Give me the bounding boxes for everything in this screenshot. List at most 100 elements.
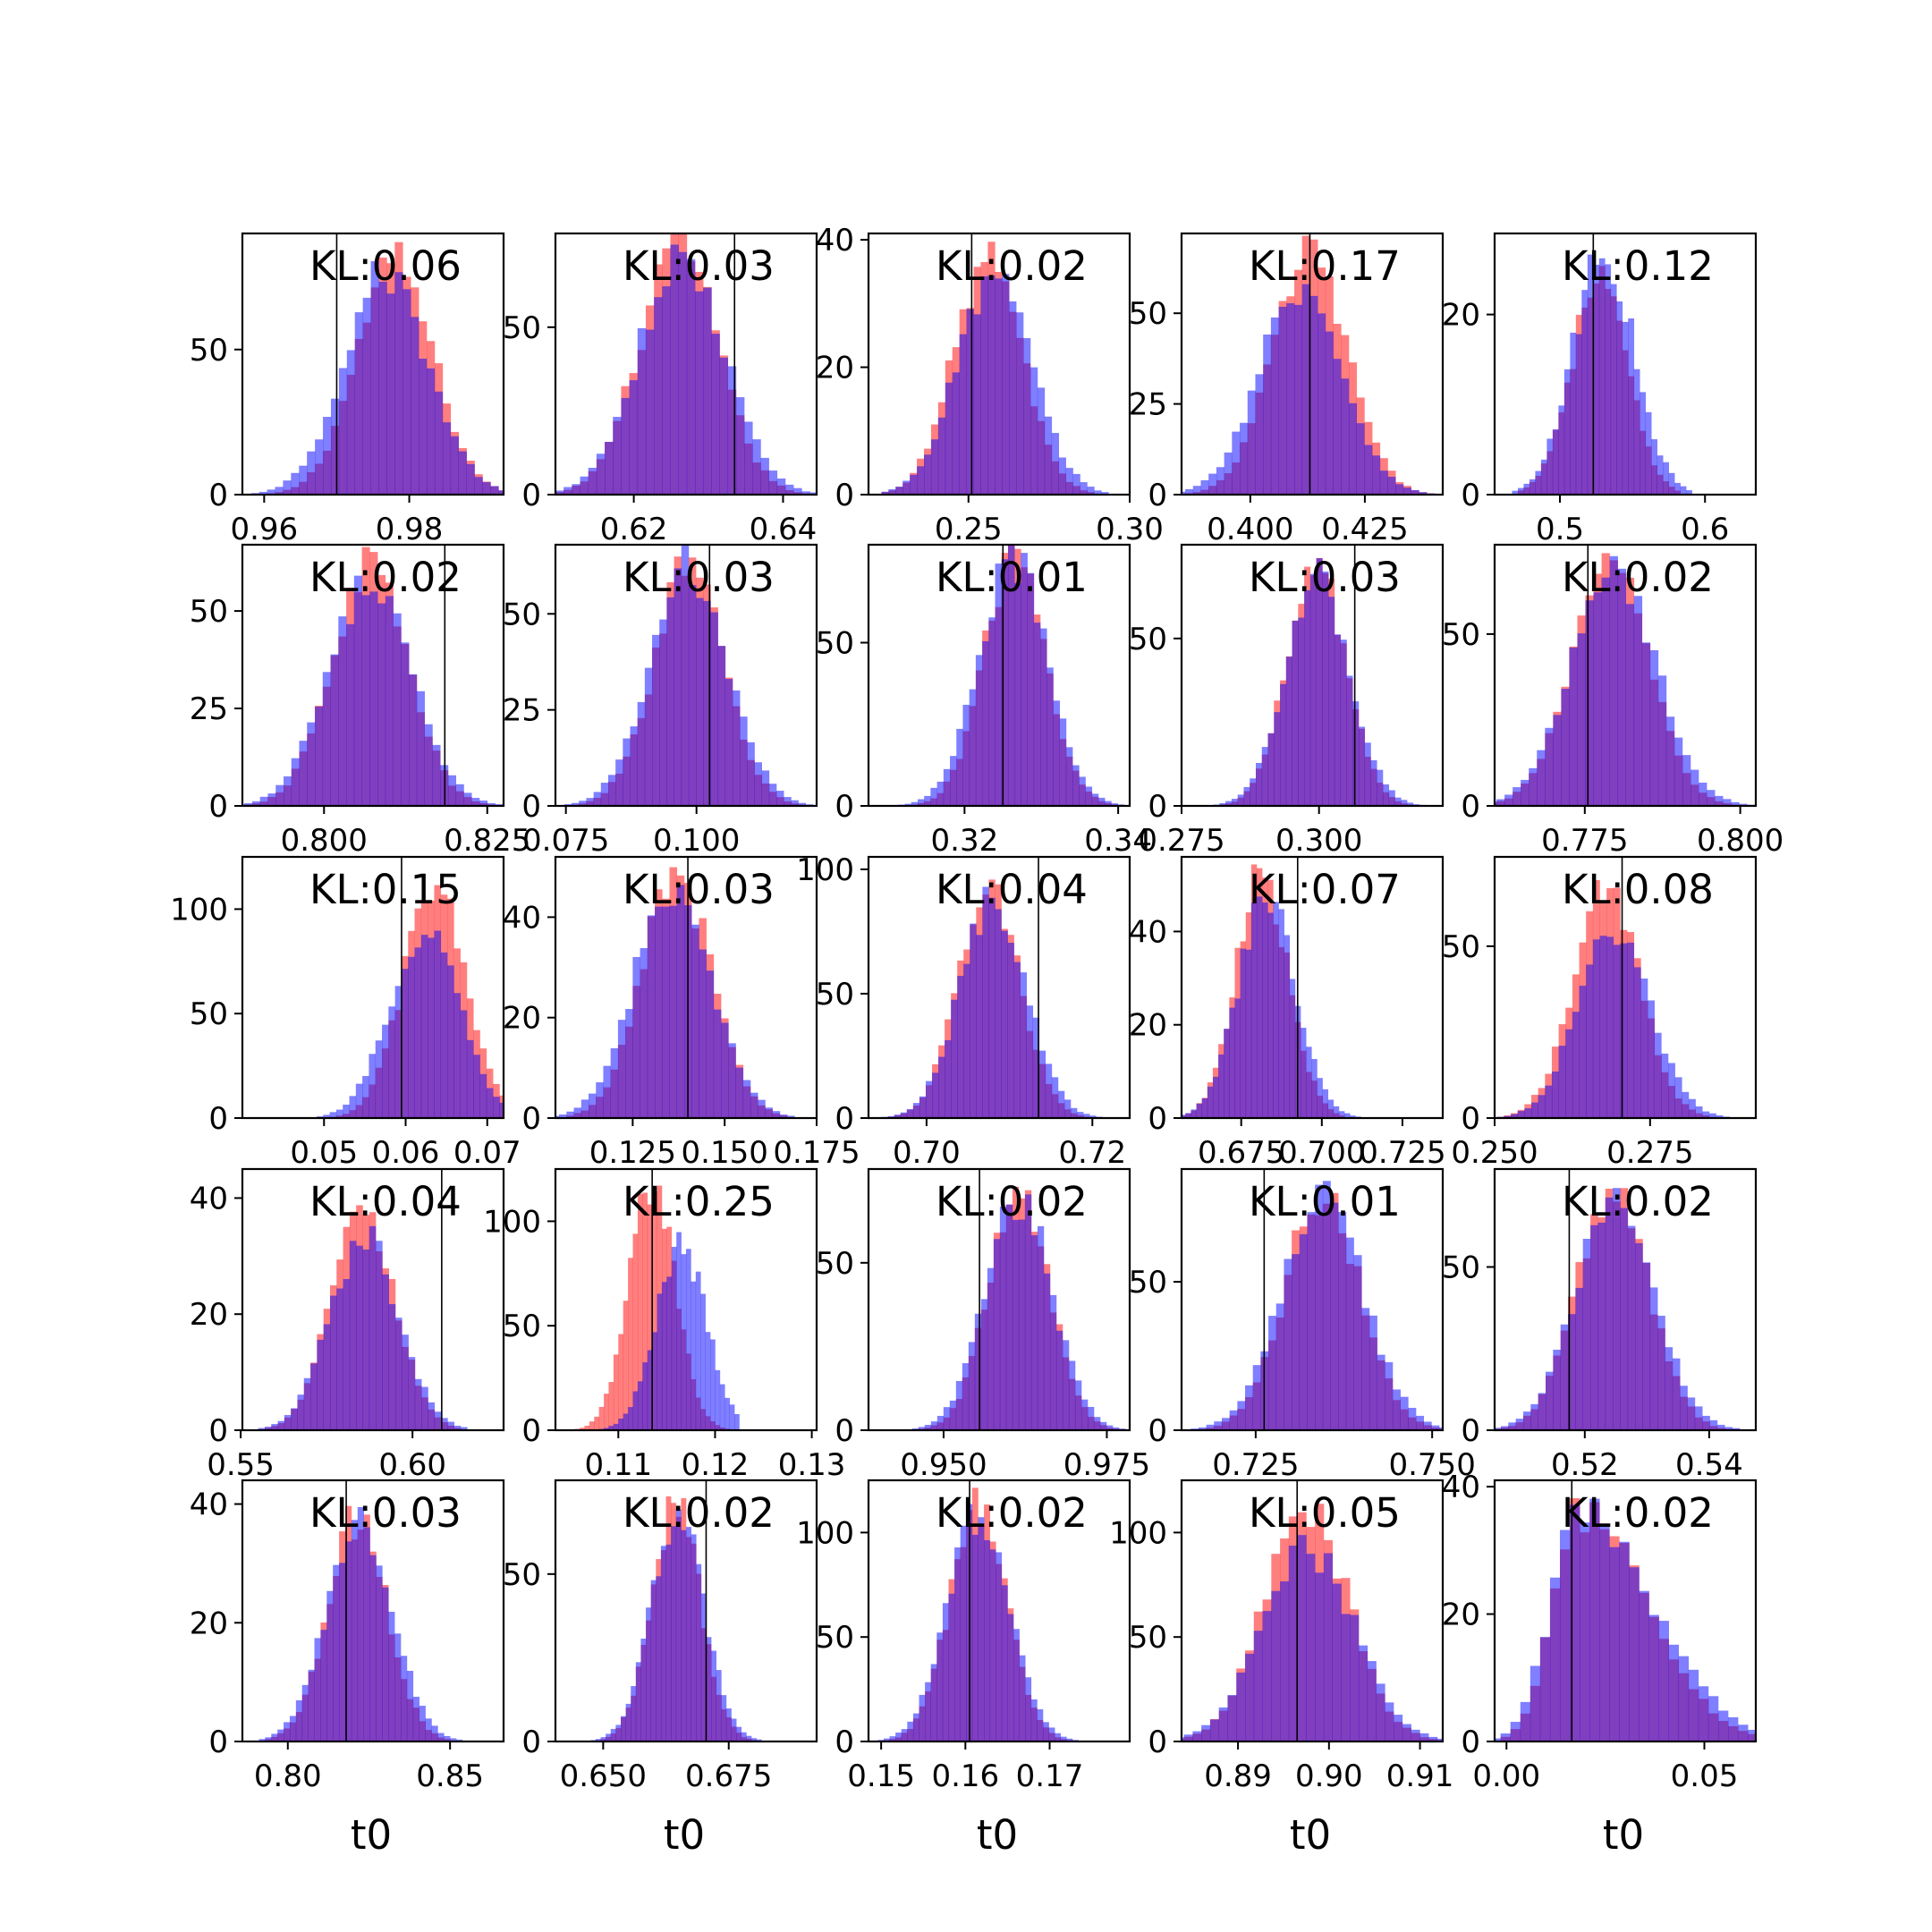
- histogram-bar-b: [657, 1293, 663, 1430]
- histogram-bar-b: [772, 1111, 781, 1118]
- histogram-bar-b: [1237, 1401, 1246, 1430]
- histogram-bar-b: [1200, 479, 1209, 495]
- histogram-bar-b: [1686, 490, 1692, 495]
- histogram-bar-b: [951, 999, 958, 1118]
- histogram-bar-b: [1682, 1091, 1690, 1118]
- y-tick-label: 0: [835, 1413, 854, 1449]
- histogram-bar-b: [431, 1725, 438, 1741]
- histogram-bar-b: [1315, 1184, 1324, 1430]
- histogram-bar-b: [1350, 1614, 1360, 1741]
- histogram-bar-b: [329, 1295, 337, 1430]
- kl-annotation: KL:0.05: [1249, 1489, 1401, 1537]
- histogram-bar-b: [1055, 1330, 1063, 1430]
- histogram-bar-b: [1642, 1262, 1651, 1430]
- histogram-bar-a: [608, 1382, 614, 1430]
- histogram-bar-b: [1416, 1415, 1424, 1430]
- x-tick-label: 0.11: [584, 1447, 652, 1483]
- histogram-bar-b: [948, 1593, 955, 1741]
- histogram-bar-b: [1274, 712, 1281, 806]
- histogram-bar-b: [1074, 1380, 1082, 1430]
- histogram-bar-b: [1016, 312, 1024, 495]
- histogram-bar-b: [1005, 1204, 1013, 1430]
- histogram-bar-b: [1105, 801, 1112, 806]
- histogram-bar-b: [271, 1733, 278, 1741]
- histogram-bar-b: [589, 1093, 597, 1118]
- histogram-bar-b: [490, 486, 499, 495]
- axes-frame: [554, 1167, 818, 1432]
- histogram-bar-b: [912, 1103, 920, 1118]
- histogram-bar-b: [343, 1105, 350, 1118]
- histogram-bar-b: [1285, 657, 1292, 806]
- histogram-bar-b: [1111, 803, 1118, 806]
- histogram-bar-b: [402, 1335, 409, 1430]
- histogram-bar-b: [900, 1112, 908, 1118]
- histogram-bar-b: [419, 1706, 426, 1741]
- histogram-bar-b: [1619, 1541, 1630, 1741]
- histogram-bar-b: [401, 1656, 408, 1741]
- y-tick-label: 0: [1461, 1724, 1480, 1760]
- x-tick-label: 0.800: [281, 823, 368, 859]
- histogram-bar-b: [1640, 979, 1648, 1118]
- histogram-bar-b: [1657, 675, 1667, 806]
- histogram-bar-b: [1739, 803, 1748, 806]
- histogram-bar-b: [1627, 942, 1635, 1118]
- histogram-bar-b: [1208, 473, 1217, 495]
- axes-frame: [867, 855, 1131, 1120]
- x-tick-label: 0.32: [931, 823, 999, 859]
- histogram-bar-b: [1097, 797, 1106, 806]
- y-tick-label: 20: [1129, 1008, 1167, 1044]
- histogram-bar-b: [637, 1381, 643, 1430]
- histogram-bar-b: [1723, 799, 1732, 806]
- histogram-bar-b: [1262, 902, 1268, 1118]
- histogram-bar-b: [1267, 733, 1275, 806]
- histogram-bar-b: [1392, 1389, 1401, 1430]
- histogram-bar-b: [1087, 1406, 1095, 1430]
- histogram-bar-b: [652, 634, 660, 806]
- histogram-bar-b: [1587, 254, 1594, 495]
- histogram-bar-b: [434, 930, 442, 1118]
- x-tick-label: 0.750: [1388, 1447, 1475, 1483]
- histogram-bar-b: [640, 948, 648, 1118]
- x-tick-label: 0.650: [560, 1758, 647, 1794]
- histogram-bar-b: [450, 436, 460, 495]
- y-tick-label: 25: [190, 691, 228, 727]
- axes-frame: [241, 1167, 505, 1432]
- histogram-bar-b: [1649, 1287, 1658, 1430]
- histogram-bar-b: [1665, 716, 1675, 806]
- histogram-bar-b: [376, 1241, 383, 1430]
- histogram-bar-b: [768, 470, 778, 495]
- histogram-bar-b: [356, 1245, 363, 1430]
- y-tick-label: 40: [816, 223, 854, 258]
- histogram-bar-b: [888, 489, 896, 495]
- histogram-bar-b: [301, 1684, 309, 1741]
- kl-annotation: KL:0.01: [1249, 1178, 1401, 1225]
- histogram-bar-b: [717, 646, 726, 806]
- histogram-bar-b: [904, 803, 912, 806]
- histogram-bar-b: [1546, 438, 1554, 495]
- histogram-bar-b: [1079, 776, 1086, 806]
- histogram-bar-b: [631, 1686, 637, 1741]
- histogram-bar-b: [706, 970, 715, 1118]
- y-tick-label: 100: [483, 1204, 541, 1240]
- histogram-bar-b: [676, 885, 685, 1118]
- y-tick-label: 50: [503, 310, 541, 346]
- histogram-bar-b: [980, 1299, 988, 1430]
- histogram-bar-b: [1240, 422, 1249, 495]
- histogram-bar-b: [1709, 1419, 1718, 1430]
- histogram-bar-b: [936, 1632, 944, 1741]
- histogram-bar-b: [1598, 258, 1606, 495]
- x-tick-label: 0.300: [1275, 823, 1362, 859]
- histogram-bar-b: [1599, 936, 1607, 1118]
- histogram-bar-b: [432, 744, 441, 806]
- histogram-bar-b: [1271, 1590, 1281, 1741]
- histogram-bar-b: [586, 798, 594, 806]
- histogram-bar-b: [1702, 1415, 1710, 1430]
- kl-annotation: KL:0.02: [1562, 554, 1714, 601]
- histogram-bar-b: [596, 453, 606, 495]
- histogram-bar-b: [752, 439, 761, 495]
- histogram-bar-b: [251, 801, 261, 806]
- histogram-bar-b: [1579, 986, 1587, 1118]
- histogram-bar-b: [754, 762, 762, 806]
- y-tick-label: 50: [1129, 1265, 1167, 1301]
- histogram-bar-b: [742, 1080, 751, 1118]
